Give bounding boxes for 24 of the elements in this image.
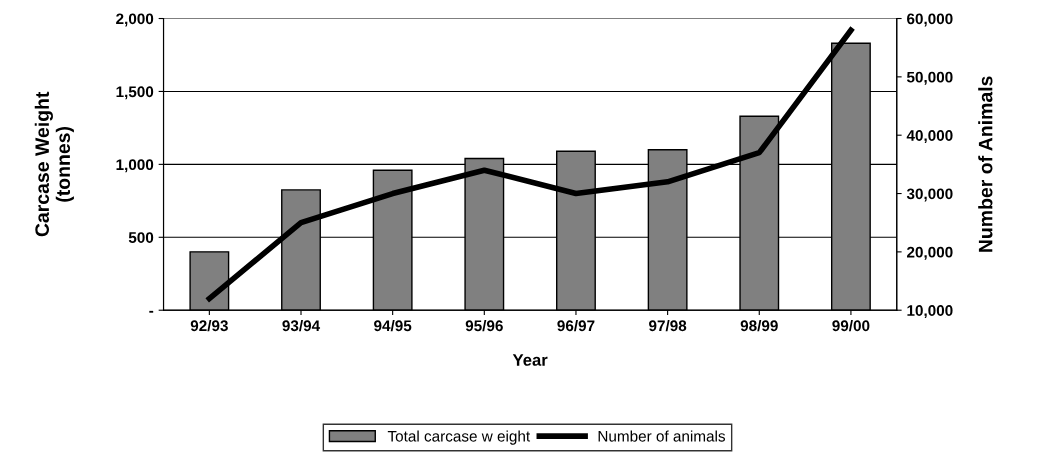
y-tick-label: 1,000 xyxy=(116,159,154,173)
y2-tick-label: 20,000 xyxy=(907,246,953,260)
y2-axis-title: Number of Animals xyxy=(978,76,993,252)
x-tick-label: 97/98 xyxy=(649,319,687,332)
x-tick-label: 99/00 xyxy=(832,319,870,332)
y2-tick-label: 10,000 xyxy=(907,305,953,319)
x-tick-label: 92/93 xyxy=(190,319,228,332)
y-tick-label: - xyxy=(149,310,154,313)
x-tick-label: 94/95 xyxy=(374,319,412,332)
y2-tick-label: 50,000 xyxy=(906,71,953,85)
x-axis-title: Year xyxy=(512,354,548,366)
y2-tick-label: 30,000 xyxy=(906,188,953,202)
y-tick-label: 1,500 xyxy=(116,86,154,100)
y-axis-title: Carcase Weight (tonnes) xyxy=(34,91,74,237)
y-tick-label: 500 xyxy=(128,232,154,243)
legend-label: Number of animals xyxy=(598,430,726,442)
legend-label: Total carcase w eight xyxy=(387,430,531,445)
x-tick-label: 98/99 xyxy=(740,319,778,332)
x-tick-label: 96/97 xyxy=(557,319,595,332)
y2-tick-label: 60,000 xyxy=(907,13,953,27)
x-tick-label: 95/96 xyxy=(465,319,503,332)
x-tick-label: 93/94 xyxy=(282,319,321,332)
y-tick-label: 2,000 xyxy=(116,13,154,27)
y2-tick-label: 40,000 xyxy=(906,130,953,144)
